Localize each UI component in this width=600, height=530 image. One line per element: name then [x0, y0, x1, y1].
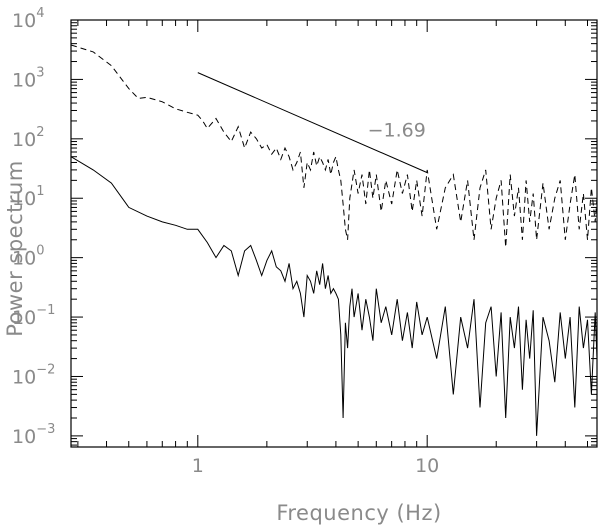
tick-layer [71, 19, 597, 447]
y-tick-exponent: 2 [36, 125, 44, 140]
y-tick-exponent: 0 [36, 244, 44, 259]
y-tick-exponent: −3 [36, 422, 55, 437]
y-tick-exponent: 1 [36, 184, 44, 199]
x-axis-title: Frequency (Hz) [276, 501, 441, 525]
series-layer [71, 44, 597, 436]
y-tick-exponent: −2 [36, 362, 55, 377]
y-tick-base: 10 [12, 69, 36, 91]
y-tick-exponent: 4 [36, 6, 44, 21]
x-tick-label: 1 [192, 455, 204, 477]
series-solid-line [71, 156, 597, 436]
y-axis-title: Power spectrum [3, 160, 27, 337]
y-tick-label: 10−3 [12, 422, 55, 448]
reference-line-layer [197, 72, 428, 174]
y-tick-base: 10 [12, 129, 36, 151]
y-tick-base: 10 [12, 366, 36, 388]
y-tick-base: 10 [12, 307, 36, 329]
y-tick-exponent: −1 [36, 303, 55, 318]
y-tick-label: 104 [12, 6, 44, 32]
y-tick-label: 10−2 [12, 362, 55, 388]
y-tick-label: 100 [12, 244, 44, 270]
y-tick-label: 101 [12, 184, 44, 210]
y-tick-label: 102 [12, 125, 44, 151]
slope-annotation: −1.69 [368, 119, 426, 141]
y-tick-base: 10 [12, 426, 36, 448]
y-tick-base: 10 [12, 248, 36, 270]
y-tick-base: 10 [12, 188, 36, 210]
series-dashed-line [71, 44, 597, 248]
plot-frame [70, 19, 598, 448]
y-tick-exponent: 3 [36, 65, 44, 80]
slope-reference-line [197, 72, 428, 174]
x-tick-label: 10 [415, 455, 439, 477]
y-tick-label: 10−1 [12, 303, 55, 329]
label-layer: 1 1010−310−210−1100101102103104Frequency … [3, 6, 441, 525]
y-tick-base: 10 [12, 10, 36, 32]
y-tick-label: 103 [12, 65, 44, 91]
